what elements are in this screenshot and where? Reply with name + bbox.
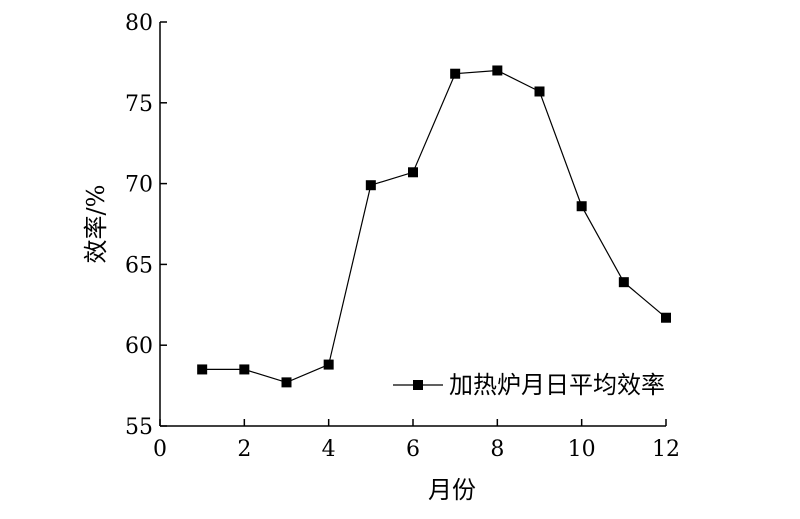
data-point-marker [534,86,545,97]
y-axis-label: 效率/% [82,185,110,264]
y-tick-label: 70 [125,173,153,198]
x-ticks: 0 2 4 6 8 10 12 [153,419,680,462]
data-point-marker [323,359,334,370]
x-tick-label: 2 [237,437,251,462]
legend-entry-label: 加热炉月日平均效率 [449,371,665,399]
data-point-marker [450,68,461,79]
x-tick-label: 4 [322,437,336,462]
axes [159,22,666,427]
data-point-marker [492,65,503,76]
y-ticks: 55 60 65 70 75 80 [125,11,167,440]
x-tick-label: 10 [568,437,596,462]
legend-marker-swatch [413,380,423,390]
data-point-marker [576,201,587,212]
data-point-marker [281,377,292,388]
data-point-marker [661,312,671,323]
data-point-marker [365,180,376,191]
data-point-marker [408,167,418,178]
data-point-marker [197,364,208,375]
data-point-marker [618,277,629,288]
x-axis-label: 月份 [428,476,476,504]
legend: 加热炉月日平均效率 [393,371,665,399]
x-tick-label: 12 [652,437,680,462]
data-point-marker [239,364,250,375]
y-tick-label: 60 [125,334,153,359]
series-line [202,69,667,384]
y-tick-label: 75 [125,92,153,117]
y-tick-label: 55 [125,415,153,440]
y-tick-label: 65 [125,253,153,278]
series-layer [197,65,671,388]
x-tick-label: 0 [153,437,167,462]
x-tick-label: 6 [406,437,420,462]
x-tick-label: 8 [490,437,504,462]
y-tick-label: 80 [125,11,153,36]
